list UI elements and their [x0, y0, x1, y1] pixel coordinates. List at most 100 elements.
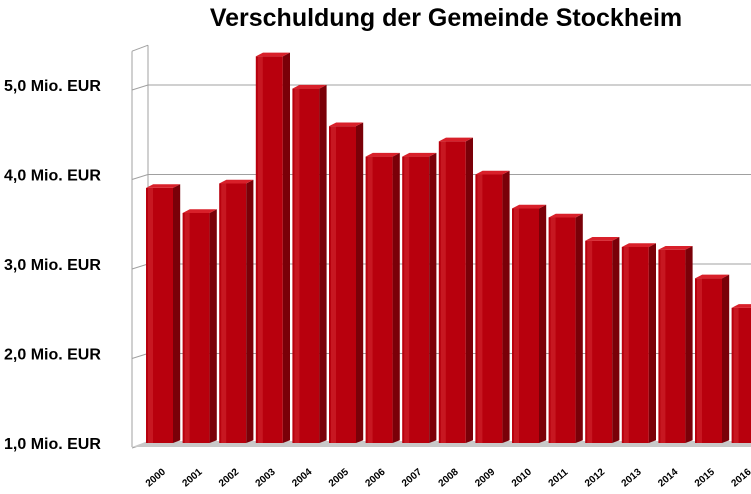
x-tick-label: 2007: [400, 466, 424, 489]
bar: [658, 245, 693, 443]
bar: [182, 209, 217, 443]
bar-highlight: [587, 240, 593, 443]
bar-side: [648, 243, 656, 443]
bar-side: [246, 179, 254, 443]
x-tick-label: 2002: [217, 466, 241, 489]
bar: [146, 184, 181, 443]
bar-top: [365, 152, 400, 157]
x-tick-label: 2011: [547, 467, 571, 490]
x-tick-label: 2010: [510, 466, 534, 489]
bar-side: [173, 184, 181, 443]
x-tick-label: 2014: [656, 466, 680, 489]
bar-highlight: [514, 208, 519, 443]
bar-highlight: [294, 88, 300, 443]
bar-highlight: [660, 249, 666, 443]
bar: [329, 122, 364, 444]
bar-highlight: [367, 156, 373, 443]
x-tick-label: 2005: [327, 466, 351, 489]
x-axis: 2000 2001 2002 2003 2004 2005 2006 2007 2008 2009…: [144, 466, 751, 489]
x-tick-label: 2016: [729, 466, 751, 489]
bar-side: [722, 274, 730, 443]
bar-top: [475, 170, 510, 175]
bar-side: [429, 152, 437, 443]
bar-side: [392, 152, 400, 443]
x-tick-label: 2004: [290, 466, 314, 489]
y-axis: 1,0 Mio. EUR 2,0 Mio. EUR 3,0 Mio. EUR 4,0 …: [4, 78, 101, 453]
bar: [255, 52, 290, 444]
bar-highlight: [550, 217, 556, 443]
bar-top: [329, 122, 364, 127]
y-tick-label: 2,0 Mio. EUR: [4, 347, 101, 364]
bar-highlight: [148, 187, 153, 443]
bar-highlight: [477, 174, 483, 443]
x-tick-label: 2003: [254, 466, 278, 489]
bar-top: [438, 137, 473, 142]
x-tick-label: 2013: [620, 466, 644, 489]
bar-top: [182, 209, 217, 213]
bar-top: [658, 245, 693, 250]
bar-top: [292, 84, 327, 89]
bar-side: [209, 209, 217, 443]
y-tick-label: 5,0 Mio. EUR: [4, 78, 101, 95]
bar: [438, 137, 473, 443]
bar-highlight: [221, 183, 227, 443]
bar-top: [731, 304, 751, 308]
gridline-side: [131, 263, 149, 270]
bar: [365, 152, 400, 443]
bar-side: [356, 122, 364, 443]
chart-title: Verschuldung der Gemeinde Stockheim: [210, 4, 682, 32]
bar: [402, 152, 437, 443]
y-tick-label: 1,0 Mio. EUR: [4, 436, 101, 453]
bar-highlight: [733, 307, 739, 443]
x-tick-label: 2008: [437, 466, 461, 489]
x-tick-label: 2001: [180, 466, 204, 489]
x-tick-label: 2006: [363, 466, 387, 489]
bar-top: [402, 152, 437, 157]
bar-top: [146, 184, 181, 188]
bar-highlight: [257, 56, 263, 444]
bar-top: [219, 179, 254, 184]
bar-highlight: [440, 141, 446, 443]
bar-side: [465, 137, 473, 443]
gridline-side: [131, 353, 149, 359]
bar-top: [548, 213, 583, 218]
bar-highlight: [404, 156, 410, 443]
bar-side: [539, 204, 547, 443]
bar-highlight: [623, 246, 629, 443]
x-tick-label: 2000: [144, 466, 168, 489]
x-tick-label: 2012: [583, 466, 607, 489]
x-tick-label: 2015: [693, 466, 717, 489]
bar-highlight: [331, 126, 336, 444]
x-tick-label: 2009: [473, 466, 497, 489]
y-tick-label: 3,0 Mio. EUR: [4, 257, 101, 274]
bar-top: [255, 52, 290, 57]
bar: [621, 243, 656, 443]
bar: [731, 304, 751, 443]
bar: [585, 237, 620, 443]
gridline-side: [131, 174, 149, 180]
bar-side: [575, 213, 583, 443]
bar-side: [612, 237, 620, 443]
bar-top: [695, 274, 730, 279]
bar-side: [319, 84, 327, 443]
y-tick-label: 4,0 Mio. EUR: [4, 168, 101, 185]
gridline-side: [131, 84, 149, 91]
bar-highlight: [697, 278, 702, 443]
bar-top: [621, 243, 656, 247]
bar-side: [502, 170, 510, 444]
bar: [292, 84, 327, 443]
bar: [548, 213, 583, 443]
side-wall-top: [131, 44, 149, 52]
bar: [475, 170, 510, 444]
bar-top: [512, 204, 547, 209]
bar: [512, 204, 547, 443]
bar: [219, 179, 254, 443]
bar-side: [685, 245, 693, 443]
bars: [146, 52, 751, 444]
bar-top: [585, 237, 620, 241]
bar: [695, 274, 730, 443]
bar-highlight: [184, 212, 190, 443]
bar-side: [282, 52, 290, 443]
